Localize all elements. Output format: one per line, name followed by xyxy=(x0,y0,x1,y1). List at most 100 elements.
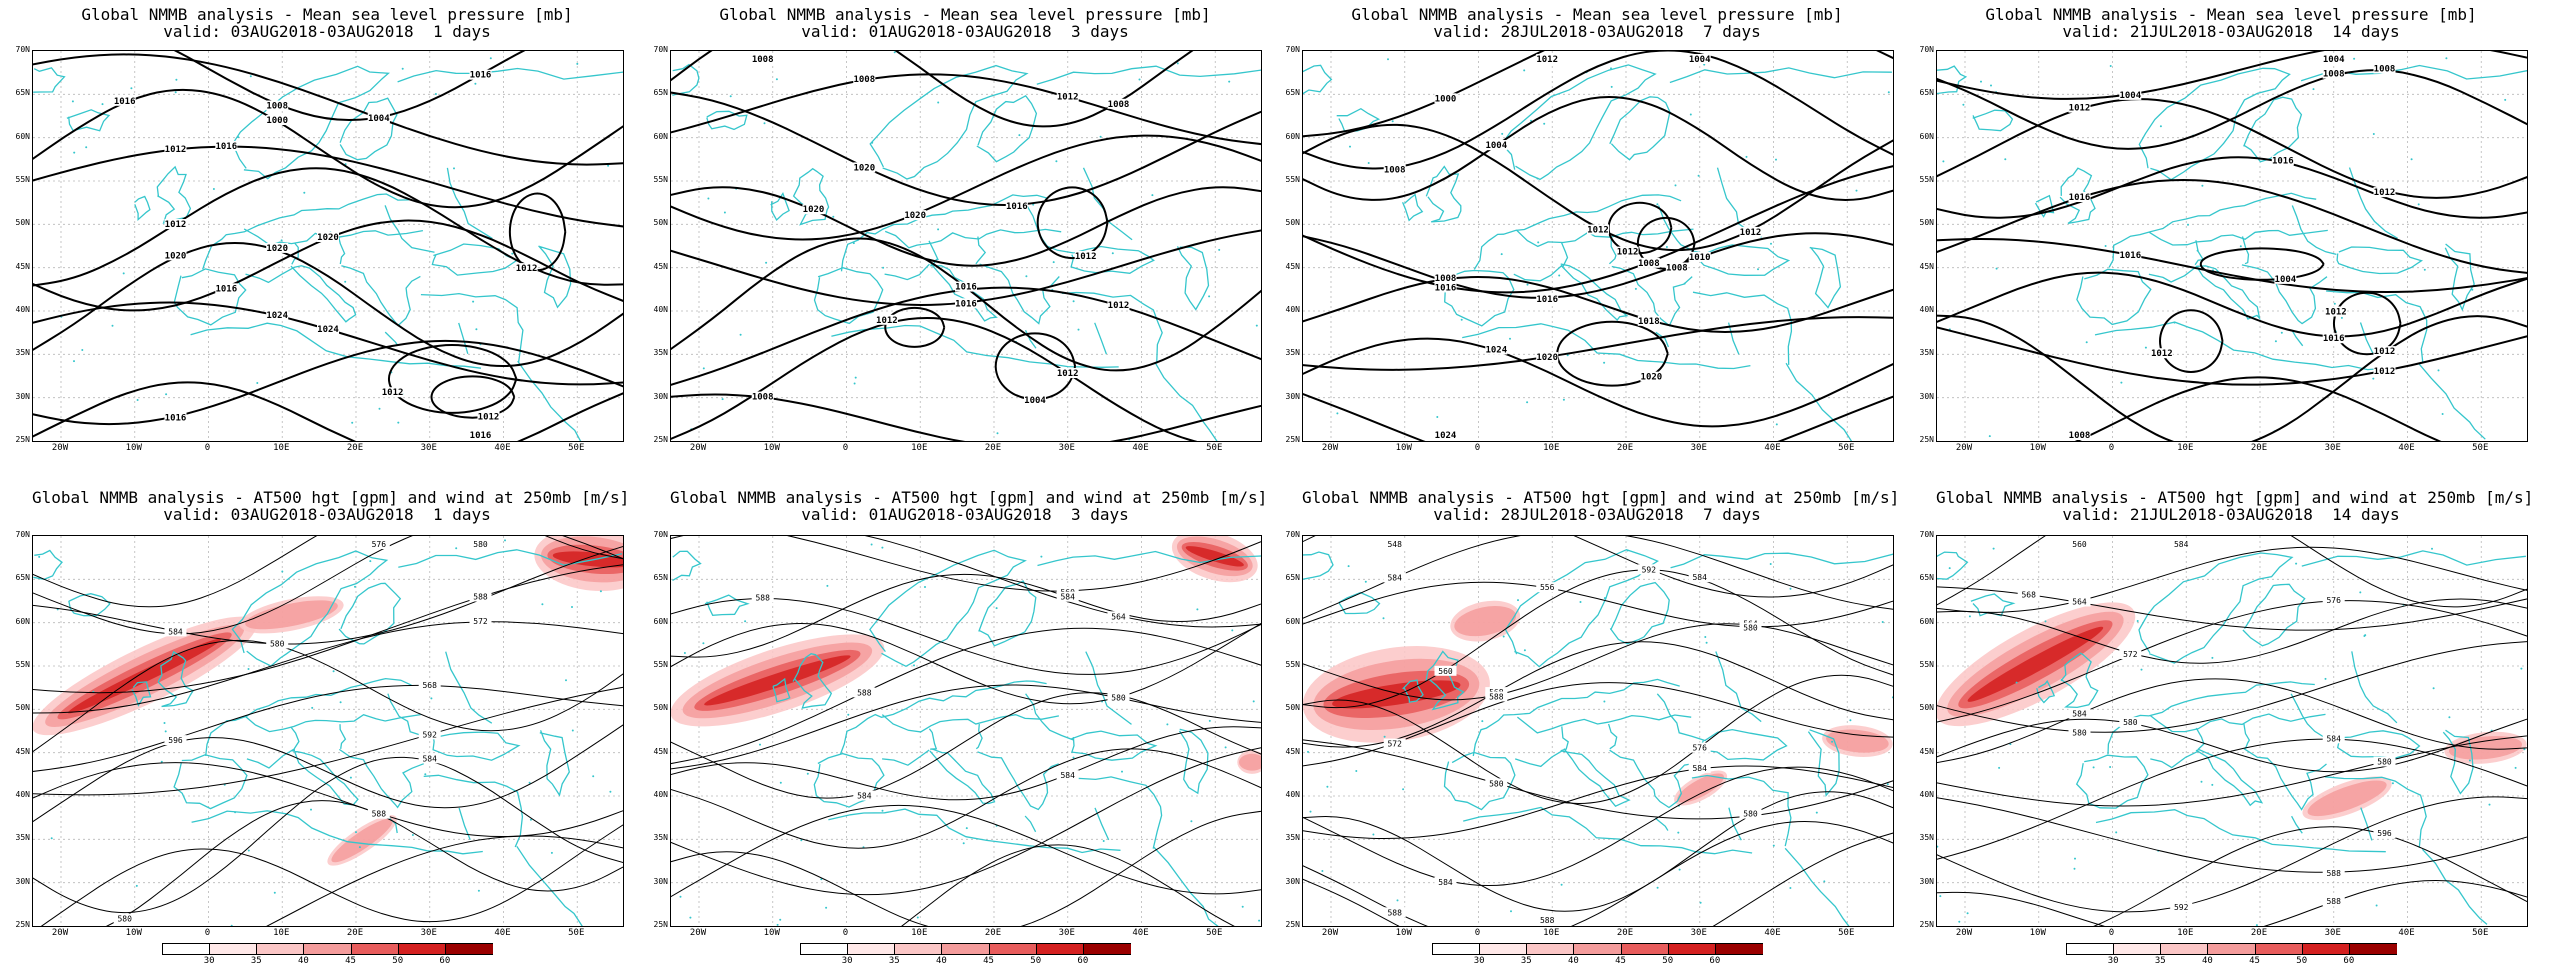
colorbar-label: 40 xyxy=(936,956,947,966)
colorbar-label: 35 xyxy=(250,956,262,966)
latitude-label: 50N xyxy=(1285,703,1300,713)
longitude-label: 20W xyxy=(51,928,69,938)
contour-label: 588 xyxy=(755,593,770,602)
title-line: Global NMMB analysis - Mean sea level pr… xyxy=(1985,5,2477,24)
contour-label: 1016 xyxy=(2069,193,2091,203)
longitude-label: 20E xyxy=(2250,443,2268,453)
latitude-label: 45N xyxy=(15,746,30,756)
map-frame: 560 564 568 572 576 580 584 580 580 584 588 592 596 5… xyxy=(1936,535,2528,927)
latitude-label: 65N xyxy=(653,88,668,98)
contour-line xyxy=(33,301,623,386)
latitude-label: 65N xyxy=(1919,88,1934,98)
contour-label: 1016 xyxy=(470,71,492,81)
map-frame: 560564584588592588580584584 xyxy=(670,535,1262,927)
wind-colorbar: 30 35 40 45 50 60 xyxy=(1432,943,1763,969)
contour-line xyxy=(33,756,623,914)
contour-line xyxy=(671,229,1261,306)
contour-label: 1016 xyxy=(215,142,237,152)
longitude-label: 0 xyxy=(1474,928,1481,938)
contour-line xyxy=(387,344,518,414)
longitude-label: 10W xyxy=(1395,928,1412,938)
longitude-label: 50E xyxy=(568,928,585,938)
contour-line xyxy=(1937,796,2527,913)
contour-line xyxy=(671,748,1261,849)
colorbar-segment xyxy=(1035,943,1084,955)
contour-label: 1016 xyxy=(955,299,977,309)
contour-line xyxy=(1303,766,1893,887)
longitude-label: 20W xyxy=(1321,928,1339,938)
longitude-label: 0 xyxy=(842,443,849,453)
valid-line: valid: 01AUG2018-03AUG2018 3 days xyxy=(801,22,1129,41)
latitude-label: 55N xyxy=(653,175,668,184)
latitude-label: 70N xyxy=(1285,530,1300,539)
latitude-label: 30N xyxy=(1285,391,1300,401)
latitude-label: 40N xyxy=(15,790,30,799)
contour-label: 1020 xyxy=(803,205,825,215)
colorbar-segment xyxy=(2160,943,2209,955)
valid-line: valid: 21JUL2018-03AUG2018 14 days xyxy=(2062,505,2400,524)
contour-label: 1012 xyxy=(1617,248,1639,258)
slp-panel: Global NMMB analysis - Mean sea level pr… xyxy=(654,0,1262,470)
contour-line xyxy=(266,835,623,926)
contour-label: 1020 xyxy=(165,251,187,261)
longitude-label: 10E xyxy=(273,928,290,938)
contour-line xyxy=(1937,738,2527,860)
longitude-label: 50E xyxy=(1838,443,1855,453)
latitude-label: 40N xyxy=(1285,790,1300,799)
colorbar-segment xyxy=(256,943,305,955)
colorbar-segment xyxy=(847,943,896,955)
contour-label: 1012 xyxy=(2374,367,2396,377)
contour-line xyxy=(1937,735,2527,807)
panel-title: Global NMMB analysis - AT500 hgt [gpm] a… xyxy=(32,489,629,524)
longitude-label: 0 xyxy=(204,928,211,938)
contour-label: 584 xyxy=(168,627,183,636)
latitude-label: 70N xyxy=(1919,45,1934,54)
contour-label: 1000 xyxy=(266,116,288,126)
contour-line xyxy=(33,536,623,635)
latitude-label: 55N xyxy=(15,660,30,669)
contour-line xyxy=(994,332,1077,401)
contour-label: 1012 xyxy=(165,145,187,155)
colorbar-label: 35 xyxy=(1520,956,1532,966)
map-frame: 1016 1016 1016 1016 1020 1020 1020 1024 1016 1016… xyxy=(32,50,624,442)
colorbar-segment xyxy=(2207,943,2256,955)
latitude-label: 40N xyxy=(653,305,668,314)
contour-label: 1012 xyxy=(2069,104,2091,114)
contour-label: 1012 xyxy=(382,388,404,398)
graticule xyxy=(671,51,1261,441)
latitude-label: 50N xyxy=(15,218,30,228)
contour-label: 564 xyxy=(2072,598,2087,607)
colorbar-segment xyxy=(2113,943,2162,955)
latitude-label: 30N xyxy=(15,391,30,401)
latitude-label: 55N xyxy=(1285,660,1300,669)
contour-line xyxy=(1303,337,1893,428)
contour-label: 572 xyxy=(2123,650,2138,659)
contour-label: 584 xyxy=(857,792,872,801)
latitude-label: 30N xyxy=(15,876,30,886)
contour-line xyxy=(1303,791,1893,912)
z500-panel: Global NMMB analysis - AT500 hgt [gpm] a… xyxy=(654,485,1268,966)
contour-label: 1008 xyxy=(2374,64,2396,74)
contour-line xyxy=(671,286,1261,386)
colorbar-label: 45 xyxy=(345,956,356,966)
contour-line xyxy=(2332,291,2402,356)
contour-label: 1012 xyxy=(1740,228,1762,238)
contour-labels: 5485525565605645685725765805845845805885… xyxy=(1383,539,1762,925)
contour-line xyxy=(33,621,623,714)
colorbar-label: 50 xyxy=(2296,956,2308,966)
longitude-label: 10W xyxy=(2029,443,2046,453)
latitude-label: 35N xyxy=(15,833,30,843)
jet-stream-shading xyxy=(33,536,623,866)
contour-line xyxy=(33,686,623,796)
latitude-label: 60N xyxy=(1285,131,1300,141)
contour-label: 1016 xyxy=(2323,334,2345,344)
contour-line xyxy=(1303,536,1893,619)
contour-line xyxy=(1937,586,2527,631)
contour-line xyxy=(1303,51,1893,170)
latitude-label: 50N xyxy=(15,703,30,713)
valid-line: valid: 03AUG2018-03AUG2018 1 days xyxy=(163,505,491,524)
latitude-label: 35N xyxy=(653,833,668,843)
contour-label: 548 xyxy=(1387,540,1402,549)
contour-line xyxy=(1303,765,1893,839)
jet-stream-shading xyxy=(1937,602,2527,821)
